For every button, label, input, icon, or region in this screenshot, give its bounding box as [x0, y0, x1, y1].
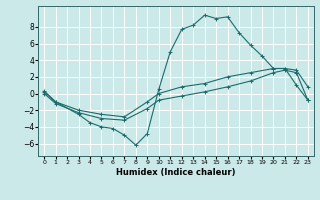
X-axis label: Humidex (Indice chaleur): Humidex (Indice chaleur): [116, 168, 236, 177]
